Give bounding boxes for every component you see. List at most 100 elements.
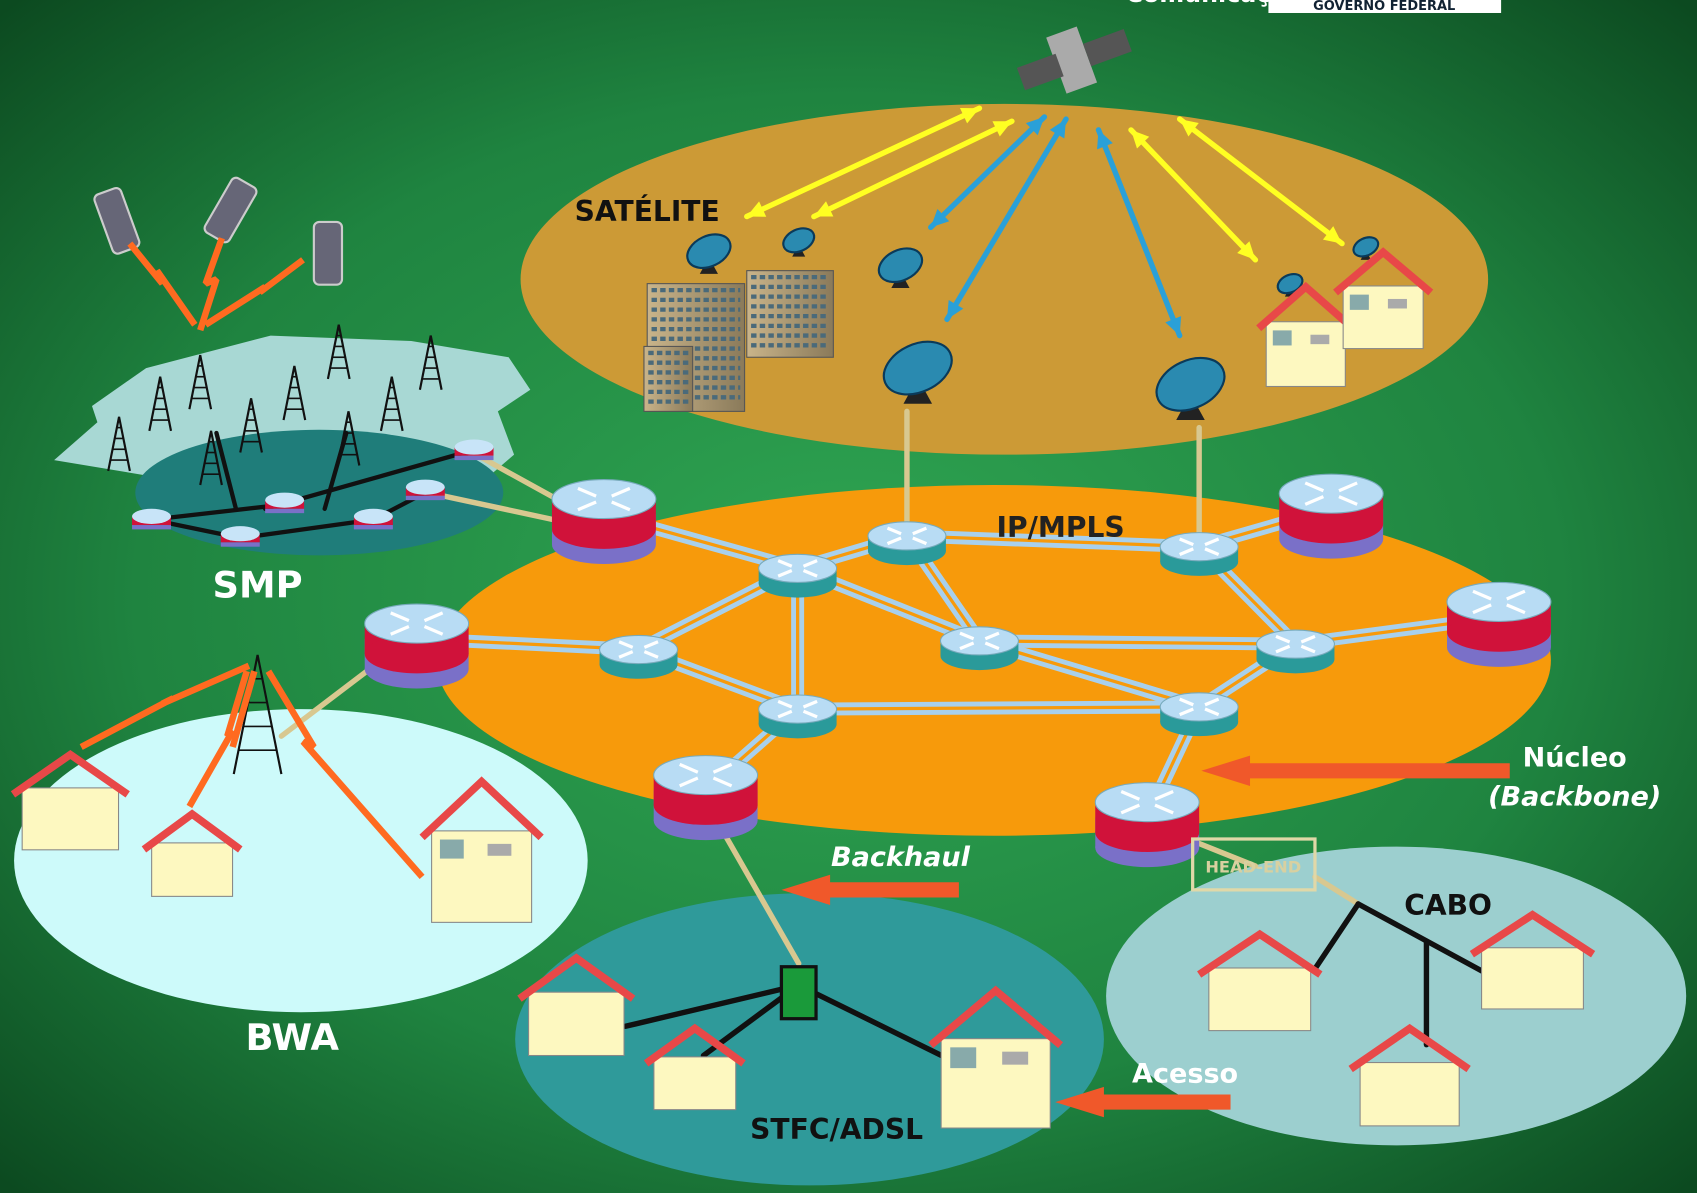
dish-bowl	[877, 247, 924, 284]
router-arrow	[984, 631, 1000, 641]
router-arrow	[1506, 589, 1526, 601]
access-wire	[622, 982, 802, 1029]
satellite-label: SATÉLITE	[575, 194, 720, 228]
satellite-region	[520, 103, 1489, 455]
pointer-arrow	[781, 874, 959, 906]
house-roof	[1348, 1023, 1471, 1073]
access-wire	[1312, 901, 1361, 972]
router-arrow	[1179, 707, 1194, 717]
router-arrow	[886, 536, 902, 546]
router-arrow	[777, 699, 793, 709]
router-body-bottom	[551, 509, 656, 549]
core-title: Núcleo	[1523, 742, 1627, 773]
house-body	[151, 842, 234, 897]
smp-router	[265, 492, 305, 514]
router-top	[1159, 692, 1239, 722]
cell-tower	[188, 354, 213, 410]
house-body	[21, 787, 120, 851]
dish-bowl	[1352, 236, 1380, 258]
router-arrow	[984, 641, 1000, 651]
router-arrow	[1120, 803, 1141, 815]
router-arrow	[886, 526, 902, 536]
tower-frame	[418, 335, 443, 390]
router-arrow	[1300, 644, 1316, 654]
core-router	[1255, 629, 1335, 674]
core-subtitle: (Backbone)	[1488, 781, 1661, 812]
cell-tower	[232, 654, 283, 775]
satellite-link	[928, 114, 1048, 231]
satellite-dish	[686, 233, 732, 274]
house	[1469, 910, 1596, 1010]
cell-tower	[336, 411, 361, 466]
core-link-gap	[977, 639, 1298, 646]
access-wire	[796, 982, 945, 1059]
house-roof	[643, 1023, 746, 1067]
router-base	[220, 542, 260, 547]
tower-frame	[232, 654, 283, 775]
router-arrow	[802, 709, 818, 719]
house-roof	[141, 809, 243, 853]
gov-badge	[1268, 0, 1502, 13]
arrow-head	[1049, 119, 1067, 139]
router-arrow	[712, 776, 733, 788]
edge-router	[1094, 782, 1200, 868]
phone	[487, 843, 512, 856]
phone	[1002, 1051, 1029, 1065]
head-end-label: HEAD-END	[1205, 858, 1301, 877]
house	[1333, 247, 1434, 350]
router-arrow	[1338, 481, 1358, 493]
arrow-head	[1025, 116, 1045, 136]
router-top	[454, 439, 494, 455]
head-end-box	[1191, 837, 1317, 892]
mobile-phone	[312, 220, 344, 286]
house	[928, 985, 1064, 1129]
router-top	[1255, 629, 1335, 659]
router-arrow	[423, 611, 444, 623]
router-arrow	[802, 559, 818, 568]
router-body-bottom	[653, 785, 758, 825]
cell-tower	[418, 335, 443, 390]
core-router	[758, 553, 838, 598]
router-arrow	[1472, 603, 1492, 615]
router-body-bottom	[1446, 612, 1551, 652]
computer	[439, 839, 464, 859]
smp-router	[405, 479, 445, 501]
satellite-dish	[882, 340, 953, 404]
satellite-link	[1176, 116, 1345, 247]
house	[1256, 281, 1356, 388]
router-arrow	[1204, 707, 1220, 717]
solar-panel	[1083, 29, 1132, 67]
radio-link	[79, 662, 251, 750]
satellite-dish	[1352, 236, 1380, 260]
router-top	[1446, 581, 1552, 622]
router-body-bottom	[1095, 813, 1200, 852]
router-top	[653, 755, 759, 796]
tower-frame	[107, 416, 131, 472]
tower-frame	[326, 324, 351, 380]
cell-tower	[107, 416, 131, 472]
router-top	[364, 603, 470, 644]
tower-frame	[188, 354, 213, 410]
arrow-head	[992, 121, 1012, 137]
house	[517, 953, 636, 1057]
router-arrow	[1304, 481, 1325, 493]
core-router	[1159, 692, 1239, 737]
satellite-link	[744, 105, 983, 220]
router-top	[758, 553, 838, 583]
house	[419, 776, 544, 923]
house-body	[1359, 1062, 1460, 1127]
diagram-layer	[10, 26, 1596, 1129]
cell-tower	[326, 324, 351, 380]
computer	[1349, 294, 1369, 310]
arrow-head	[813, 201, 834, 217]
router-top	[1278, 473, 1384, 514]
router-top	[265, 492, 305, 508]
core-router	[939, 626, 1019, 671]
house-body	[653, 1056, 737, 1111]
smp-router	[353, 508, 393, 530]
edge-router	[653, 755, 759, 841]
house-roof	[928, 985, 1064, 1049]
radio-link	[229, 670, 258, 748]
router-arrow	[1120, 789, 1141, 801]
